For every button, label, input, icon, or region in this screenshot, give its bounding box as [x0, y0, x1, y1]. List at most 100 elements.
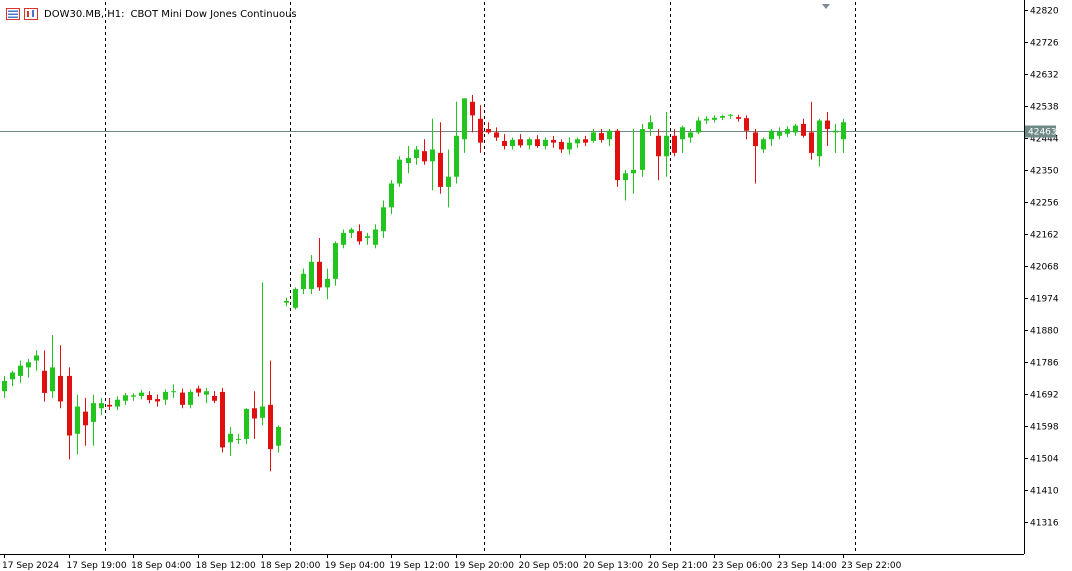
candle-body: [389, 183, 394, 208]
candle: [777, 127, 782, 140]
candle: [470, 94, 475, 133]
candle: [325, 268, 330, 300]
candle: [567, 137, 572, 155]
time-axis[interactable]: 17 Sep 2024 17 Sep 19:00 18 Sep 04:00 18 Se…: [2, 554, 902, 571]
candle: [793, 123, 798, 136]
candle-body: [728, 114, 733, 116]
candle: [575, 137, 580, 148]
candle-body: [2, 381, 7, 392]
candle: [123, 392, 128, 405]
candle: [317, 237, 322, 291]
candle-body: [333, 243, 338, 279]
candle: [648, 115, 653, 136]
candle: [817, 118, 822, 167]
scroll-marker-icon[interactable]: [822, 4, 830, 9]
candle: [34, 350, 39, 371]
candle: [809, 101, 814, 160]
candle: [212, 391, 217, 404]
candle: [841, 118, 846, 153]
candle-body: [769, 130, 774, 140]
scroll-marker[interactable]: [822, 4, 830, 9]
candle: [252, 391, 257, 439]
candle: [518, 134, 523, 148]
candle-body: [260, 406, 265, 418]
candle-body: [422, 151, 427, 162]
candle-body: [567, 142, 572, 150]
candle: [583, 135, 588, 147]
candle-body: [349, 229, 354, 233]
candle: [26, 358, 31, 378]
candle: [761, 137, 766, 153]
candle: [188, 389, 193, 409]
candle: [244, 408, 249, 445]
candle: [704, 116, 709, 124]
candle: [833, 123, 838, 153]
candle-body: [293, 289, 298, 308]
candle-body: [454, 135, 459, 177]
candle: [591, 129, 596, 143]
candle-body: [107, 404, 112, 407]
candle-body: [825, 120, 830, 130]
time-tick-label: 19 Sep 12:00: [389, 561, 449, 571]
candle-body: [58, 375, 63, 402]
price-tick-label: 42256: [1030, 199, 1059, 209]
candle: [397, 156, 402, 187]
candle-body: [188, 391, 193, 405]
candle-body: [631, 169, 636, 174]
candle-body: [414, 149, 419, 158]
candle-body: [397, 159, 402, 184]
candle-body: [196, 388, 201, 393]
price-tick-label: 42820: [1030, 7, 1059, 17]
candle-body: [712, 117, 717, 120]
candle-body: [510, 139, 515, 147]
quotes-icon[interactable]: [6, 8, 20, 20]
candle-body: [34, 355, 39, 361]
candle: [543, 137, 548, 150]
candle: [696, 117, 701, 135]
candle-body: [276, 426, 281, 446]
candle-body: [99, 403, 104, 409]
candle-body: [341, 232, 346, 245]
candle-body: [284, 300, 289, 303]
candle: [688, 129, 693, 143]
candle-body: [518, 139, 523, 146]
candle: [414, 146, 419, 165]
candle: [155, 394, 160, 407]
candle: [656, 129, 661, 181]
time-tick-label: 20 Sep 05:00: [518, 561, 578, 571]
candle-body: [309, 261, 314, 290]
candle-body: [623, 173, 628, 181]
price-axis[interactable]: 42820 42726 42632 42538 42444 42350 42256 42162…: [0, 0, 1059, 555]
candle-body: [535, 139, 540, 147]
candle: [228, 426, 233, 456]
candle-body: [753, 132, 758, 147]
candle: [75, 394, 80, 455]
candle-body: [648, 122, 653, 130]
candle: [365, 232, 370, 245]
candle-body: [543, 139, 548, 147]
price-tick-label: 41786: [1030, 359, 1059, 369]
candle-body: [10, 372, 15, 380]
candle-body: [244, 408, 249, 439]
candle-body: [656, 135, 661, 157]
price-tick-label: 42162: [1030, 231, 1059, 241]
price-tick-label: 41504: [1030, 455, 1059, 465]
candle-body: [486, 129, 491, 133]
candle: [131, 393, 136, 401]
candle: [430, 118, 435, 191]
candle-body: [761, 139, 766, 150]
candle-body: [430, 149, 435, 162]
chart-icon[interactable]: [24, 8, 38, 20]
candle-body: [75, 406, 80, 434]
time-tick-label: 19 Sep 04:00: [325, 561, 385, 571]
candle: [672, 129, 677, 157]
time-tick-label: 23 Sep 22:00: [841, 561, 901, 571]
price-tick-label: 42538: [1030, 103, 1059, 113]
candle-body: [696, 120, 701, 133]
candle: [196, 385, 201, 397]
candle-body: [228, 433, 233, 443]
candle: [220, 387, 225, 453]
